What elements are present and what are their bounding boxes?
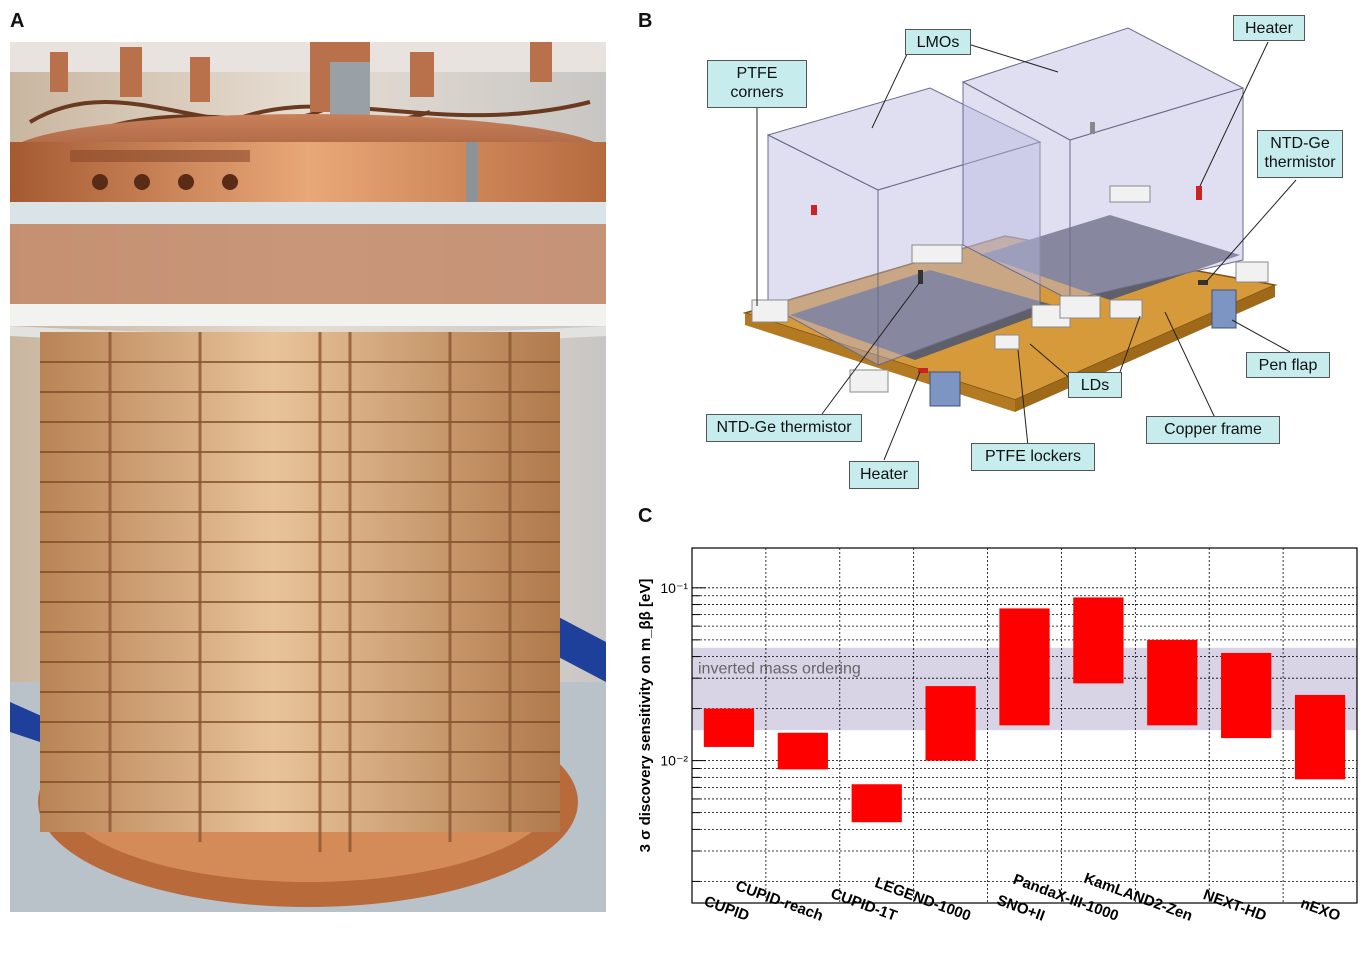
panel-label-c: C xyxy=(638,505,653,527)
lmo-crystal-right xyxy=(961,27,1245,301)
detector-module-diagram xyxy=(742,27,1297,461)
bar-nexo xyxy=(1294,694,1346,780)
label-ptfe-lockers: PTFE lockers xyxy=(971,443,1095,471)
label-pen-flap: Pen flap xyxy=(1246,352,1330,378)
label-lmos: LMOs xyxy=(905,29,971,55)
bar-kamland2-zen xyxy=(1147,639,1198,726)
y-axis-label: 3 σ discovery sensitivity on m_ββ [eV] xyxy=(637,579,654,853)
panel-label-a: A xyxy=(10,10,25,32)
detector-tower-photo xyxy=(10,42,606,912)
y-tick-label: 10⁻² xyxy=(660,753,688,769)
label-heater-bottom: Heater xyxy=(849,461,919,489)
label-heater-top: Heater xyxy=(1233,15,1305,41)
x-tick-label: CUPID xyxy=(702,893,752,925)
bar-sno-ii xyxy=(999,608,1050,726)
x-tick-label: NEXT-HD xyxy=(1201,886,1269,925)
lmo-crystal-left xyxy=(766,87,1042,366)
bar-legend-1000 xyxy=(925,686,976,761)
label-ntd-ge-thermistor-right: NTD-Ge thermistor xyxy=(1257,130,1343,178)
plot-frame xyxy=(691,547,1358,904)
label-lds: LDs xyxy=(1068,372,1122,398)
x-tick-label: nEXO xyxy=(1298,895,1343,925)
bar-next-hd xyxy=(1221,652,1272,739)
panel-label-b: B xyxy=(638,10,653,32)
bar-cupid-1t xyxy=(851,784,902,823)
bar-cupid xyxy=(703,708,755,747)
bar-pandax-iii-1000 xyxy=(1073,597,1124,684)
label-ntd-ge-thermistor-left: NTD-Ge thermistor xyxy=(706,414,862,442)
band-label: inverted mass ordering xyxy=(698,661,861,678)
label-ptfe-corners: PTFE corners xyxy=(707,60,807,108)
label-copper-frame: Copper frame xyxy=(1146,416,1280,444)
bar-cupid-reach xyxy=(777,732,828,770)
y-tick-label: 10⁻¹ xyxy=(660,580,688,596)
